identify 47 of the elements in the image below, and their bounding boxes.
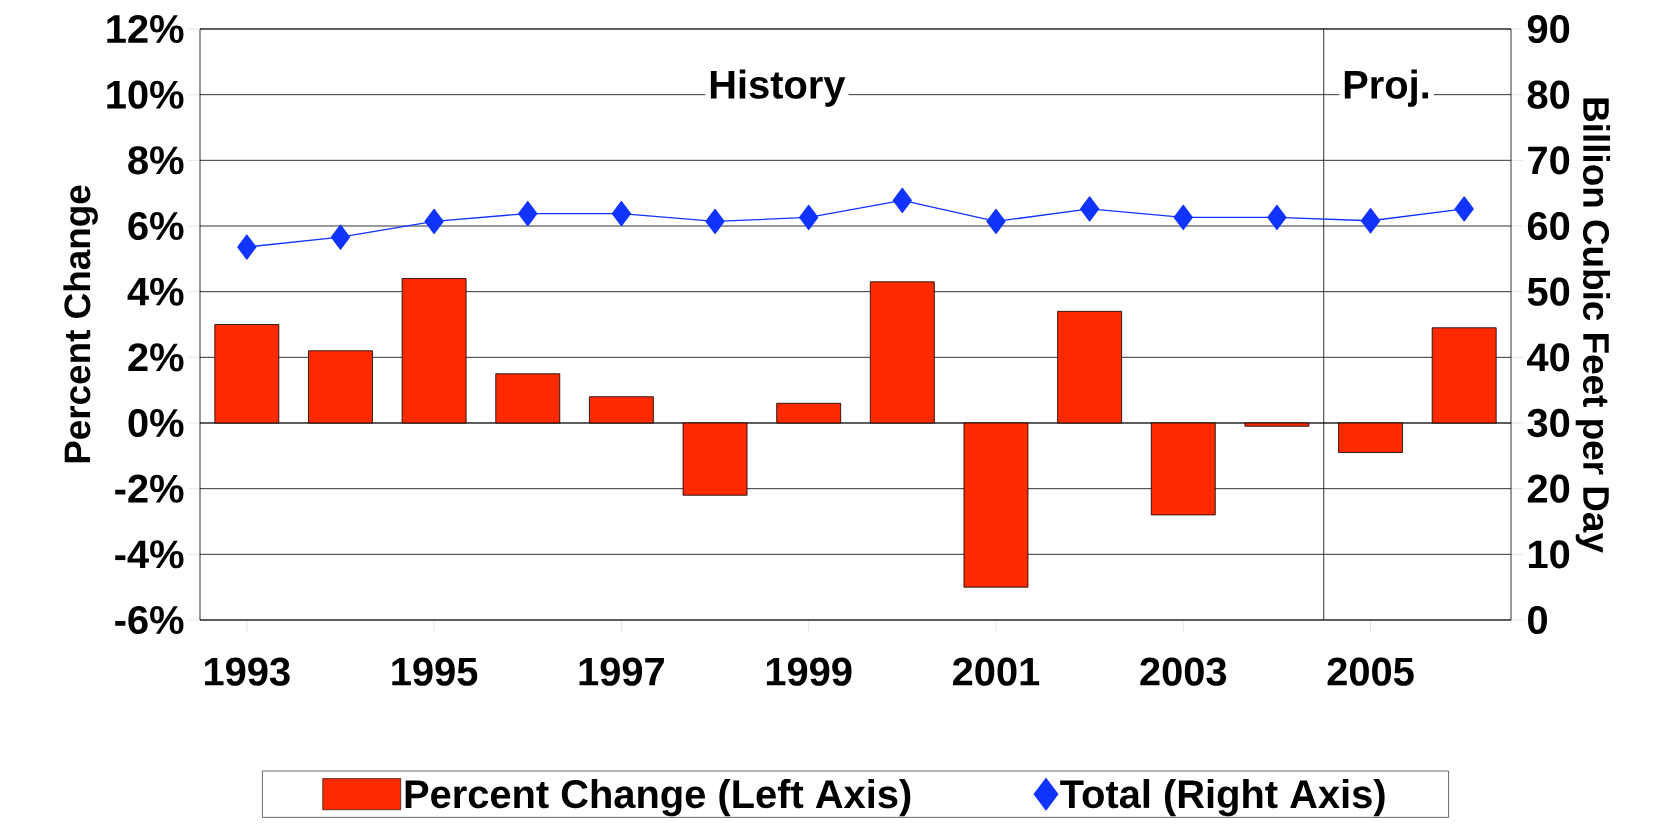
point (1173, 204, 1193, 231)
y-tick-label: -4% (115, 540, 184, 569)
y2-tick-label: 40 (1527, 343, 1570, 372)
x-tick-label: 2001 (953, 657, 1040, 686)
y-tick-label: 6% (128, 211, 184, 241)
point (611, 200, 632, 227)
y-tick-label: 4% (127, 277, 184, 306)
x-tick-label: 1999 (766, 657, 852, 686)
point (799, 204, 819, 231)
y-tick-label: 10% (107, 80, 184, 109)
annotation: Proj. (1344, 69, 1429, 107)
point (892, 187, 912, 214)
point (330, 224, 351, 250)
x-tick-label: 2005 (1327, 657, 1414, 686)
y-tick-label: -6% (115, 605, 184, 635)
y2-tick-label: 50 (1527, 277, 1570, 306)
y-tick-label: 12% (107, 14, 184, 44)
x-tick-label: 1993 (205, 657, 290, 686)
y2-tick-label: 10 (1528, 540, 1570, 569)
y-axis-title: Percent Change (63, 185, 98, 463)
point (986, 208, 1006, 235)
y2-tick-label: 0 (1528, 605, 1547, 635)
y-tick-label: -2% (115, 474, 184, 503)
x-tick-label: 1995 (392, 657, 478, 686)
y2-tick-label: 90 (1527, 14, 1570, 44)
y2-tick-label: 80 (1527, 80, 1570, 109)
x-tick-label: 2003 (1140, 657, 1227, 686)
y-tick-label: 0% (128, 408, 184, 438)
y-tick-label: 8% (128, 146, 184, 175)
point (1267, 204, 1287, 231)
point (237, 234, 257, 260)
y2-tick-label: 20 (1527, 474, 1570, 503)
y2-tick-label: 30 (1527, 408, 1570, 438)
point (705, 208, 725, 235)
legend-label: Percent Change (Left Axis) (405, 779, 911, 817)
point (424, 208, 444, 235)
point (1454, 196, 1474, 222)
y2-tick-label: 60 (1527, 211, 1570, 241)
y2-tick-label: 70 (1528, 146, 1570, 175)
x-tick-label: 1997 (579, 657, 664, 686)
point (518, 200, 538, 227)
point (1360, 208, 1381, 234)
legend-label: Total (Right Axis) (1060, 779, 1385, 817)
annotation: History (710, 69, 846, 107)
y2-axis-title: Billion Cubic Feet per Day (1575, 98, 1611, 553)
point (1079, 196, 1100, 222)
y-tick-label: 2% (128, 343, 184, 372)
